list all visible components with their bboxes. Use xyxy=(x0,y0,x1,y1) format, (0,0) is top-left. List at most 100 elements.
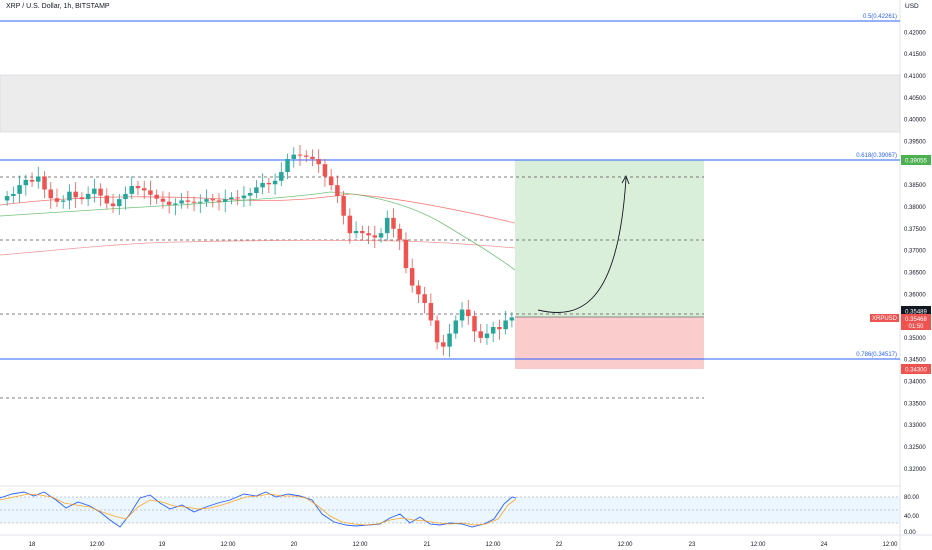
symbol-label[interactable]: XRP / U.S. Dollar, 1h, BITSTAMP xyxy=(6,3,110,10)
supply-zone[interactable] xyxy=(0,74,901,133)
candle-body[interactable] xyxy=(397,228,402,240)
candle-body[interactable] xyxy=(360,230,365,234)
candle-body[interactable] xyxy=(235,197,240,199)
candle-body[interactable] xyxy=(92,188,97,194)
candle-body[interactable] xyxy=(254,187,259,194)
target-badge-text: 0.39055 xyxy=(905,159,927,165)
candle-body[interactable] xyxy=(222,199,228,202)
candle-body[interactable] xyxy=(385,217,390,234)
candle-body[interactable] xyxy=(11,193,16,197)
candle-body[interactable] xyxy=(303,155,309,157)
target-zone[interactable] xyxy=(515,160,704,317)
candle-body[interactable] xyxy=(266,182,272,185)
candle-body[interactable] xyxy=(428,303,434,321)
candle-body[interactable] xyxy=(17,185,22,194)
candle-body[interactable] xyxy=(335,185,340,197)
candle-body[interactable] xyxy=(453,320,459,334)
candle-body[interactable] xyxy=(503,320,508,330)
candle-body[interactable] xyxy=(229,197,234,200)
candle-body[interactable] xyxy=(341,196,346,216)
candle-body[interactable] xyxy=(260,182,265,188)
candle-body[interactable] xyxy=(472,316,477,332)
candle-body[interactable] xyxy=(441,342,446,347)
candle-body[interactable] xyxy=(154,194,159,199)
symbol-price-text: 0.35468 xyxy=(905,317,927,323)
candle-body[interactable] xyxy=(484,333,490,338)
candle-body[interactable] xyxy=(478,331,483,338)
candle-body[interactable] xyxy=(185,200,191,202)
candle-body[interactable] xyxy=(129,186,134,194)
candle-body[interactable] xyxy=(23,179,29,186)
candle-body[interactable] xyxy=(210,199,216,201)
candle-body[interactable] xyxy=(85,193,91,200)
candle-body[interactable] xyxy=(60,200,66,202)
candle-body[interactable] xyxy=(272,180,278,185)
candle-body[interactable] xyxy=(328,176,334,186)
candle-body[interactable] xyxy=(391,217,396,229)
candle-body[interactable] xyxy=(353,230,359,234)
candle-body[interactable] xyxy=(191,201,197,203)
candle-body[interactable] xyxy=(497,327,502,330)
candle-body[interactable] xyxy=(241,195,247,199)
candle-body[interactable] xyxy=(403,239,409,269)
candle-body[interactable] xyxy=(117,199,122,207)
candle-body[interactable] xyxy=(104,195,110,204)
candle-body[interactable] xyxy=(366,233,371,236)
candle-body[interactable] xyxy=(310,156,315,159)
candle-body[interactable] xyxy=(291,154,297,159)
candle-body[interactable] xyxy=(204,199,209,202)
candle-body[interactable] xyxy=(173,203,178,205)
candle-body[interactable] xyxy=(216,200,222,202)
candle-body[interactable] xyxy=(490,327,496,334)
price-tick: 0.36000 xyxy=(904,292,926,298)
candle-body[interactable] xyxy=(279,172,284,181)
candle-body[interactable] xyxy=(4,196,10,201)
price-tick: 0.32000 xyxy=(904,467,926,473)
symbol-tag-text: XRPUSD xyxy=(872,316,898,322)
candle-body[interactable] xyxy=(166,201,172,205)
candle-body[interactable] xyxy=(67,191,72,201)
candle-body[interactable] xyxy=(110,203,116,207)
time-tick: 12:00 xyxy=(220,542,236,548)
stop-zone[interactable] xyxy=(515,317,704,369)
candle-body[interactable] xyxy=(98,188,103,196)
candle-body[interactable] xyxy=(447,333,452,347)
candle-body[interactable] xyxy=(322,164,328,177)
candle-body[interactable] xyxy=(285,158,290,173)
candle-body[interactable] xyxy=(409,268,415,286)
candle-body[interactable] xyxy=(247,193,253,196)
candle-body[interactable] xyxy=(79,197,85,200)
candle-body[interactable] xyxy=(160,198,166,202)
price-tick: 0.38500 xyxy=(904,183,926,189)
candle-body[interactable] xyxy=(141,188,147,191)
candle-body[interactable] xyxy=(135,186,141,189)
candle-body[interactable] xyxy=(316,158,321,165)
candle-body[interactable] xyxy=(123,193,128,200)
candle-body[interactable] xyxy=(459,309,465,321)
candle-body[interactable] xyxy=(466,309,471,317)
candle-body[interactable] xyxy=(198,201,203,203)
candle-body[interactable] xyxy=(434,320,440,343)
candle-body[interactable] xyxy=(73,191,78,198)
current-price-badge xyxy=(901,306,931,316)
candle-body[interactable] xyxy=(42,176,47,190)
candle-body[interactable] xyxy=(509,317,515,321)
price-tick: 0.37000 xyxy=(904,249,926,255)
currency-label[interactable]: USD xyxy=(905,3,919,10)
candle-body[interactable] xyxy=(378,233,384,238)
candle-body[interactable] xyxy=(54,198,60,202)
candle-body[interactable] xyxy=(148,190,153,195)
candle-body[interactable] xyxy=(29,179,35,182)
candle-body[interactable] xyxy=(48,189,53,199)
candle-body[interactable] xyxy=(372,235,378,238)
candle-body[interactable] xyxy=(347,215,353,234)
time-tick: 23 xyxy=(689,542,696,548)
candle-body[interactable] xyxy=(36,176,41,182)
candle-body[interactable] xyxy=(297,154,303,156)
rsi-line xyxy=(0,491,517,528)
candle-body[interactable] xyxy=(416,285,421,295)
price-axis: 0.42000 0.41500 0.41000 0.40500 0.40000 0.395… xyxy=(904,30,926,472)
candle-body[interactable] xyxy=(422,294,427,304)
candle-body[interactable] xyxy=(179,200,184,204)
